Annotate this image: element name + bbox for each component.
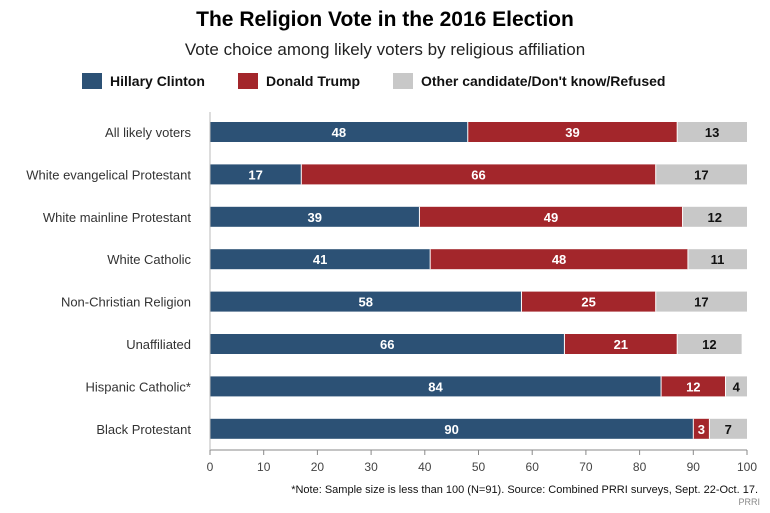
- data-label-donald-trump: 12: [686, 379, 700, 394]
- data-label-other-candidate-don-t-know-refused: 17: [694, 295, 708, 310]
- data-label-other-candidate-don-t-know-refused: 4: [733, 379, 741, 394]
- bar-donald-trump: [564, 334, 678, 354]
- bar-other-candidate-don-t-know-refused: [725, 376, 747, 397]
- data-label-donald-trump: 66: [471, 167, 485, 182]
- bar-other-candidate-don-t-know-refused: [677, 122, 747, 142]
- bar-other-candidate-don-t-know-refused: [655, 291, 747, 312]
- bar-hillary-clinton: [210, 164, 302, 185]
- footnote: *Note: Sample size is less than 100 (N=9…: [291, 484, 758, 496]
- chart-subtitle: Vote choice among likely voters by relig…: [184, 40, 586, 59]
- bar-hillary-clinton: [210, 122, 468, 142]
- bar-hillary-clinton: [210, 249, 431, 270]
- data-label-other-candidate-don-t-know-refused: 17: [694, 167, 708, 182]
- x-tick-label: 80: [633, 460, 647, 474]
- category-label: Black Protestant: [96, 422, 191, 437]
- data-label-other-candidate-don-t-know-refused: 7: [725, 422, 732, 437]
- category-label: All likely voters: [105, 125, 191, 140]
- bar-donald-trump: [521, 291, 656, 312]
- category-label: White evangelical Protestant: [26, 167, 191, 182]
- legend-label-other-candidate-don-t-know-refused: Other candidate/Don't know/Refused: [421, 73, 665, 89]
- bar-other-candidate-don-t-know-refused: [655, 164, 747, 185]
- bar-other-candidate-don-t-know-refused: [677, 334, 742, 354]
- x-tick-label: 60: [526, 460, 540, 474]
- data-label-hillary-clinton: 41: [313, 252, 327, 267]
- data-label-hillary-clinton: 48: [332, 125, 346, 140]
- source-mark: PRRI: [738, 497, 760, 507]
- x-tick-label: 40: [418, 460, 432, 474]
- data-label-other-candidate-don-t-know-refused: 13: [705, 125, 719, 140]
- x-tick-label: 0: [207, 460, 214, 474]
- legend-label-hillary-clinton: Hillary Clinton: [110, 73, 205, 89]
- category-label: Non-Christian Religion: [61, 295, 191, 310]
- data-label-donald-trump: 25: [581, 295, 595, 310]
- data-label-donald-trump: 39: [565, 125, 579, 140]
- bar-hillary-clinton: [210, 418, 694, 439]
- data-label-other-candidate-don-t-know-refused: 11: [711, 252, 725, 267]
- legend-swatch-hillary-clinton: [82, 73, 102, 89]
- bar-hillary-clinton: [210, 376, 662, 397]
- category-label: White mainline Protestant: [43, 210, 192, 225]
- bar-hillary-clinton: [210, 291, 522, 312]
- legend-swatch-donald-trump: [238, 73, 258, 89]
- data-label-donald-trump: 21: [614, 337, 628, 352]
- data-label-hillary-clinton: 58: [358, 295, 372, 310]
- data-label-hillary-clinton: 84: [428, 379, 443, 394]
- data-label-hillary-clinton: 90: [444, 422, 458, 437]
- bar-donald-trump: [467, 122, 678, 142]
- x-tick-label: 50: [472, 460, 486, 474]
- x-tick-label: 70: [579, 460, 593, 474]
- bar-donald-trump: [430, 249, 688, 270]
- data-label-other-candidate-don-t-know-refused: 12: [708, 210, 722, 225]
- bar-other-candidate-don-t-know-refused: [709, 418, 747, 439]
- bar-hillary-clinton: [210, 206, 420, 227]
- x-tick-label: 30: [364, 460, 378, 474]
- x-tick-label: 10: [257, 460, 271, 474]
- data-label-hillary-clinton: 66: [380, 337, 394, 352]
- legend-label-donald-trump: Donald Trump: [266, 73, 360, 89]
- data-label-hillary-clinton: 17: [248, 167, 262, 182]
- bar-donald-trump: [693, 418, 710, 439]
- x-tick-label: 100: [737, 460, 757, 474]
- data-label-hillary-clinton: 39: [307, 210, 321, 225]
- bar-donald-trump: [301, 164, 656, 185]
- bar-other-candidate-don-t-know-refused: [687, 249, 747, 270]
- bar-hillary-clinton: [210, 334, 565, 354]
- data-label-donald-trump: 49: [544, 210, 558, 225]
- data-label-donald-trump: 48: [552, 252, 566, 267]
- data-label-donald-trump: 3: [698, 422, 705, 437]
- bar-donald-trump: [419, 206, 683, 227]
- bar-donald-trump: [661, 376, 726, 397]
- legend-swatch-other-candidate-don-t-know-refused: [393, 73, 413, 89]
- chart-title: The Religion Vote in the 2016 Election: [196, 8, 574, 31]
- data-label-other-candidate-don-t-know-refused: 12: [702, 337, 716, 352]
- x-tick-label: 20: [311, 460, 325, 474]
- x-tick-label: 90: [687, 460, 701, 474]
- category-label: Unaffiliated: [126, 337, 191, 352]
- bar-other-candidate-don-t-know-refused: [682, 206, 747, 227]
- category-label: Hispanic Catholic*: [86, 379, 192, 394]
- category-label: White Catholic: [107, 252, 191, 267]
